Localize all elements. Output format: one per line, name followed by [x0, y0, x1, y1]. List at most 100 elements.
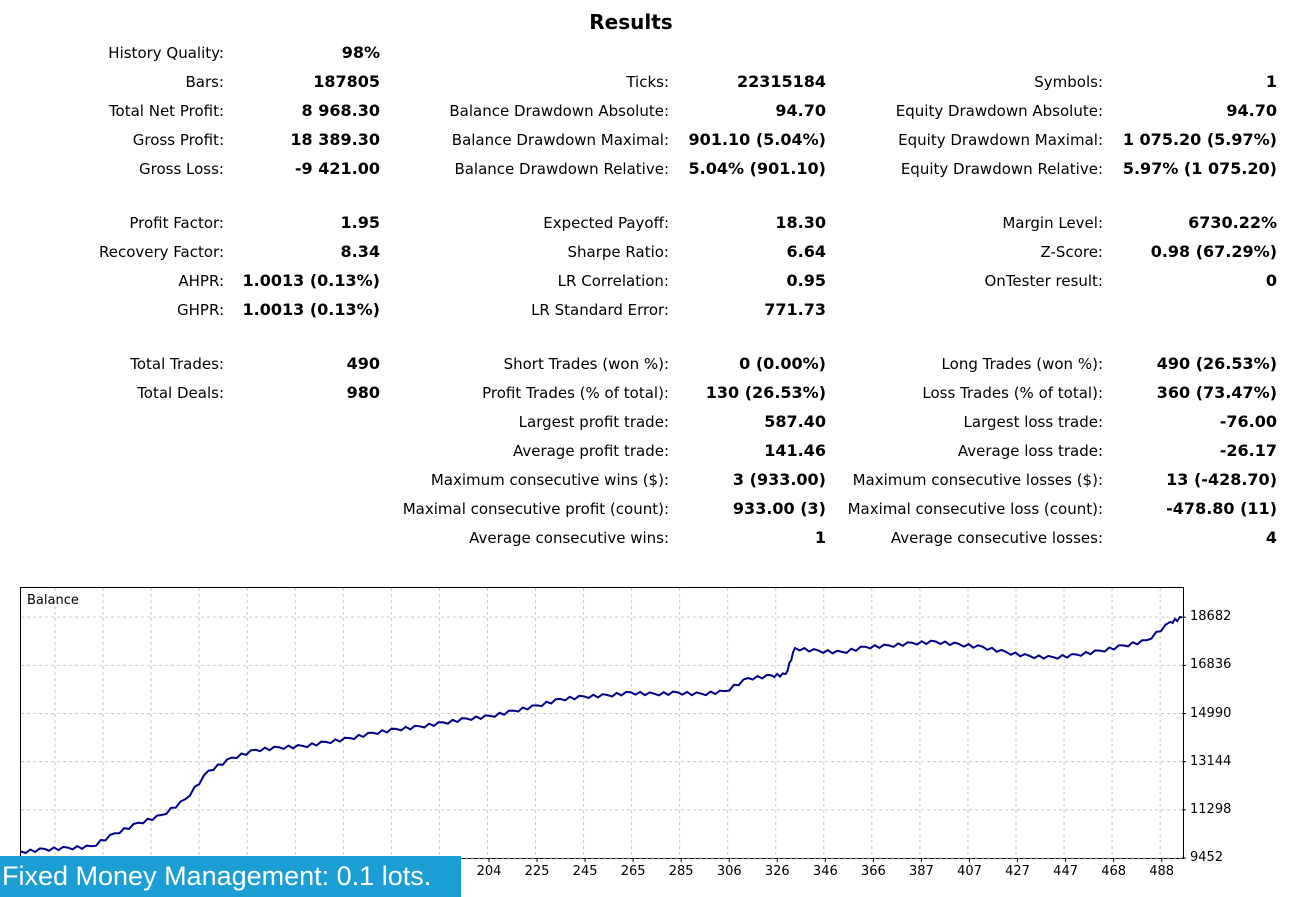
col3-label: Maximum consecutive losses ($): [852, 471, 1103, 489]
money-management-banner: Fixed Money Management: 0.1 lots. [0, 856, 461, 897]
col1-label: GHPR: [177, 301, 224, 319]
col1-label: Gross Profit: [132, 131, 224, 149]
col3-label: Largest loss trade: [963, 413, 1103, 431]
col1-value: 490 [346, 354, 380, 373]
col3-label: Equity Drawdown Maximal: [898, 131, 1103, 149]
col2-value: 141.46 [764, 441, 826, 460]
col2-value: 5.04% (901.10) [688, 159, 826, 178]
col2-value: 0.95 [786, 271, 826, 290]
col3-label: Maximal consecutive loss (count): [847, 500, 1103, 518]
col1-label: Total Net Profit: [108, 102, 224, 120]
col1-value: 980 [346, 383, 380, 402]
x-tick-label: 366 [860, 864, 886, 879]
x-tick-label: 285 [668, 864, 694, 879]
col2-label: Short Trades (won %): [503, 355, 669, 373]
chart-title: Balance [27, 593, 79, 608]
col3-value: 1 075.20 (5.97%) [1122, 130, 1277, 149]
col3-label: Loss Trades (% of total): [922, 384, 1103, 402]
col2-label: LR Standard Error: [531, 301, 669, 319]
col1-value: -9 421.00 [294, 159, 380, 178]
col1-value: 8 968.30 [301, 101, 380, 120]
x-tick-label: 306 [716, 864, 742, 879]
y-tick-label: 18682 [1190, 609, 1232, 625]
col2-value: 6.64 [786, 242, 826, 261]
y-tick-label: 16836 [1190, 657, 1232, 673]
col2-label: Largest profit trade: [518, 413, 669, 431]
col3-value: -26.17 [1219, 441, 1277, 460]
col3-label: Equity Drawdown Absolute: [895, 102, 1103, 120]
col1-label: Gross Loss: [139, 160, 224, 178]
col2-value: 130 (26.53%) [705, 383, 826, 402]
col1-value: 187805 [313, 72, 380, 91]
col3-label: OnTester result: [984, 272, 1103, 290]
x-tick-label: 346 [812, 864, 838, 879]
col1-value: 1.0013 (0.13%) [242, 271, 380, 290]
col2-value: 933.00 (3) [732, 499, 826, 518]
y-tick-label: 14990 [1190, 705, 1232, 721]
col2-value: 3 (933.00) [732, 470, 826, 489]
col2-value: 0 (0.00%) [739, 354, 826, 373]
col3-value: 0.98 (67.29%) [1150, 242, 1277, 261]
col1-value: 8.34 [340, 242, 380, 261]
col2-label: LR Correlation: [557, 272, 669, 290]
col2-value: 1 [814, 528, 826, 547]
y-tick-label: 13144 [1190, 753, 1232, 769]
col2-value: 771.73 [764, 300, 826, 319]
col3-value: 1 [1265, 72, 1277, 91]
x-tick-label: 427 [1005, 864, 1030, 879]
col2-label: Expected Payoff: [543, 214, 669, 232]
col3-value: -76.00 [1219, 412, 1277, 431]
col1-label: Bars: [185, 73, 224, 91]
col3-label: Symbols: [1034, 73, 1103, 91]
col2-label: Average consecutive wins: [469, 529, 669, 547]
x-tick-label: 468 [1101, 864, 1127, 879]
col3-label: Equity Drawdown Relative: [900, 160, 1103, 178]
col3-value: 5.97% (1 075.20) [1122, 159, 1277, 178]
col3-label: Margin Level: [1002, 214, 1103, 232]
col2-label: Balance Drawdown Maximal: [451, 131, 669, 149]
col2-value: 94.70 [775, 101, 826, 120]
col1-label: Total Deals: [137, 384, 224, 402]
x-tick-label: 204 [476, 864, 502, 879]
col2-label: Sharpe Ratio: [567, 243, 669, 261]
col2-value: 18.30 [775, 213, 826, 232]
x-tick-label: 225 [524, 864, 550, 879]
y-tick-label: 11298 [1190, 801, 1232, 817]
x-tick-label: 387 [909, 864, 934, 879]
results-panel: Results History Quality: 98% Bars: 187805 To… [98, 10, 1277, 547]
col1-value: 1.95 [340, 213, 380, 232]
col1-value: 98% [341, 43, 380, 62]
col2-label: Balance Drawdown Absolute: [449, 102, 669, 120]
x-tick-label: 407 [957, 864, 982, 879]
col3-label: Long Trades (won %): [941, 355, 1103, 373]
col3-value: 4 [1265, 528, 1277, 547]
col1-label: History Quality: [108, 44, 224, 62]
col1-value: 18 389.30 [290, 130, 380, 149]
x-tick-label: 447 [1053, 864, 1078, 879]
y-tick-label: 9452 [1190, 850, 1224, 865]
col3-value: 6730.22% [1188, 213, 1277, 232]
balance-series-line [20, 616, 1183, 855]
col3-value: 13 (-428.70) [1166, 470, 1277, 489]
col3-value: 94.70 [1226, 101, 1277, 120]
col3-value: 360 (73.47%) [1156, 383, 1277, 402]
col2-label: Average profit trade: [512, 442, 669, 460]
col2-label: Balance Drawdown Relative: [454, 160, 669, 178]
col2-label: Profit Trades (% of total): [482, 384, 669, 402]
col1-label: Profit Factor: [129, 214, 224, 232]
col3-value: -478.80 (11) [1166, 499, 1277, 518]
col3-value: 0 [1265, 271, 1277, 290]
col2-value: 22315184 [736, 72, 826, 91]
col2-label: Ticks: [626, 73, 669, 91]
col3-label: Z-Score: [1040, 243, 1104, 261]
col2-value: 587.40 [764, 412, 826, 431]
col2-label: Maximum consecutive wins ($): [430, 471, 669, 489]
col3-label: Average consecutive losses: [890, 529, 1103, 547]
col1-value: 1.0013 (0.13%) [242, 300, 380, 319]
x-tick-label: 488 [1149, 864, 1175, 879]
col2-label: Maximal consecutive profit (count): [402, 500, 669, 518]
col2-value: 901.10 (5.04%) [688, 130, 826, 149]
col1-label: Recovery Factor: [98, 243, 224, 261]
x-tick-label: 326 [764, 864, 790, 879]
